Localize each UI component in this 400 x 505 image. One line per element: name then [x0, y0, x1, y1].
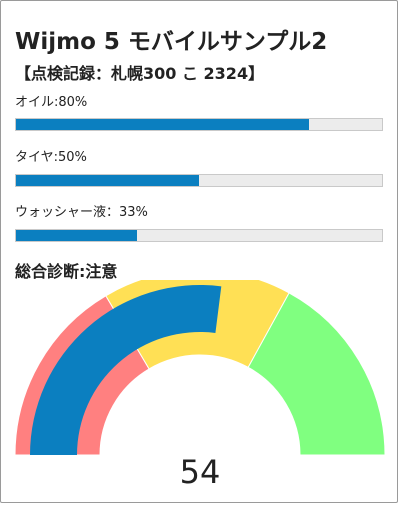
gauge-value-bar — [30, 285, 222, 455]
washer-fluid-meter-label: ウォッシャー液：33% — [15, 205, 148, 220]
tire-meter-fill — [16, 175, 199, 186]
diagnosis-gauge[interactable] — [0, 280, 400, 480]
washer-fluid-meter[interactable] — [15, 229, 383, 242]
gauge-value-text: 54 — [179, 453, 221, 491]
washer-fluid-meter-fill — [16, 230, 137, 241]
oil-meter-label: オイル:80% — [15, 95, 88, 110]
oil-meter-fill — [16, 119, 309, 130]
gauge-range-high — [247, 292, 386, 456]
overall-diagnosis-label: 総合診断:注意 — [15, 262, 118, 281]
page-title: Wijmo 5 モバイルサンプル2 — [15, 29, 328, 55]
tire-meter[interactable] — [15, 174, 383, 187]
inspection-record-heading: 【点検記録：札幌300 こ 2324】 — [15, 64, 265, 83]
tire-meter-label: タイヤ:50% — [15, 150, 87, 165]
oil-meter[interactable] — [15, 118, 383, 131]
